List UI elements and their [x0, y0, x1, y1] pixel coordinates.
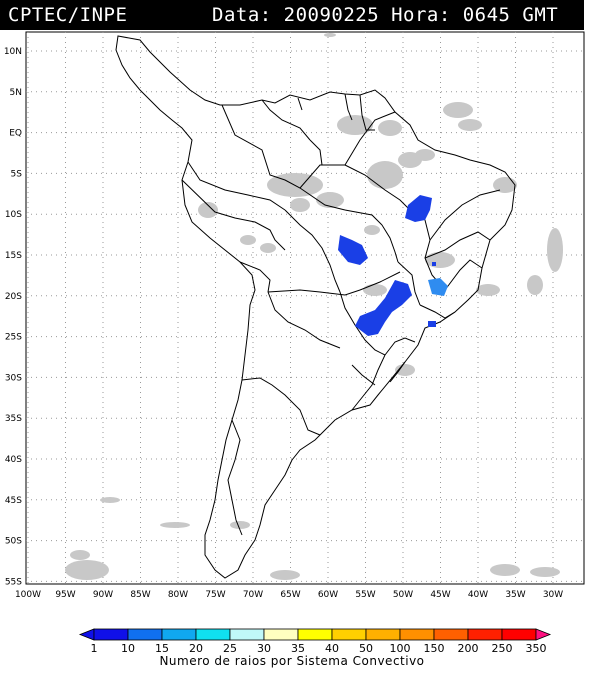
- lat-label: 10N: [4, 47, 22, 57]
- color-legend: 1 10 15 20 25 30 35 40 50 100 150 200 250 350: [78, 628, 552, 655]
- legend-swatch: [467, 628, 503, 641]
- lat-label: 25S: [5, 333, 22, 343]
- legend-swatch: [399, 628, 435, 641]
- lon-label: 90W: [93, 590, 113, 600]
- lon-label: 45W: [430, 590, 450, 600]
- lat-lon-grid: [26, 32, 584, 584]
- lon-label: 100W: [15, 590, 41, 600]
- legend-swatch: [297, 628, 333, 641]
- lightning-cells: [338, 195, 448, 336]
- lon-label: 55W: [355, 590, 375, 600]
- lon-label: 70W: [243, 590, 263, 600]
- lat-label: 10S: [5, 210, 22, 220]
- lat-label: 40S: [5, 455, 22, 465]
- land-outline: [115, 35, 516, 579]
- legend-label: 50: [359, 642, 373, 655]
- lat-label: 5N: [10, 88, 22, 98]
- legend-swatch: [127, 628, 163, 641]
- legend-label: 200: [458, 642, 479, 655]
- latitude-labels: 10N 5N EQ 5S 10S 15S 20S 25S 30S 35S 40S 45S 50S 55S: [4, 47, 22, 587]
- legend-swatch: [331, 628, 367, 641]
- map-area: 10N 5N EQ 5S 10S 15S 20S 25S 30S 35S 40S 45S 50S 55S …: [0, 30, 600, 670]
- lon-label: 75W: [205, 590, 225, 600]
- legend-label: 30: [257, 642, 271, 655]
- lon-label: 40W: [468, 590, 488, 600]
- lon-label: 60W: [318, 590, 338, 600]
- lat-label: 45S: [5, 496, 22, 506]
- legend-label: 350: [526, 642, 547, 655]
- lon-label: 50W: [393, 590, 413, 600]
- legend-label: 35: [291, 642, 305, 655]
- legend-label: 250: [492, 642, 513, 655]
- lat-label: 20S: [5, 292, 22, 302]
- lat-label: 15S: [5, 251, 22, 261]
- longitude-labels: 100W 95W 90W 85W 80W 75W 70W 65W 60W 55W 50W 45W 40W…: [15, 590, 563, 600]
- lon-label: 80W: [168, 590, 188, 600]
- legend-swatch: [161, 628, 197, 641]
- lat-label: 55S: [5, 577, 22, 587]
- lat-label: 5S: [11, 169, 23, 179]
- legend-label: 1: [91, 642, 98, 655]
- map-frame: [25, 31, 585, 585]
- source-label: CPTEC/INPE: [8, 4, 128, 26]
- lat-label: 30S: [5, 373, 22, 383]
- legend-label: 100: [390, 642, 411, 655]
- lon-label: 35W: [505, 590, 525, 600]
- legend-swatch: [93, 628, 129, 641]
- legend-label: 25: [223, 642, 237, 655]
- legend-arrow-left: [78, 628, 95, 641]
- lat-label: EQ: [9, 129, 22, 139]
- legend-swatch: [501, 628, 537, 641]
- legend-swatch: [365, 628, 401, 641]
- legend-swatch: [433, 628, 469, 641]
- legend-label: 40: [325, 642, 339, 655]
- datetime-label: Data: 20090225 Hora: 0645 GMT: [212, 4, 559, 26]
- legend-swatch: [263, 628, 299, 641]
- lat-label: 35S: [5, 414, 22, 424]
- lat-label: 50S: [5, 537, 22, 547]
- map-header: CPTEC/INPE Data: 20090225 Hora: 0645 GMT: [0, 0, 584, 30]
- legend-label: 15: [155, 642, 169, 655]
- lon-label: 85W: [130, 590, 150, 600]
- cloud-cover: [65, 33, 563, 580]
- lon-label: 95W: [55, 590, 75, 600]
- legend-caption: Numero de raios por Sistema Convectivo: [159, 654, 425, 668]
- legend-label: 150: [424, 642, 445, 655]
- lon-label: 30W: [543, 590, 563, 600]
- lon-label: 65W: [280, 590, 300, 600]
- legend-label: 20: [189, 642, 203, 655]
- legend-swatch: [195, 628, 231, 641]
- legend-label: 10: [121, 642, 135, 655]
- legend-arrow-right: [535, 628, 552, 641]
- legend-swatch: [229, 628, 265, 641]
